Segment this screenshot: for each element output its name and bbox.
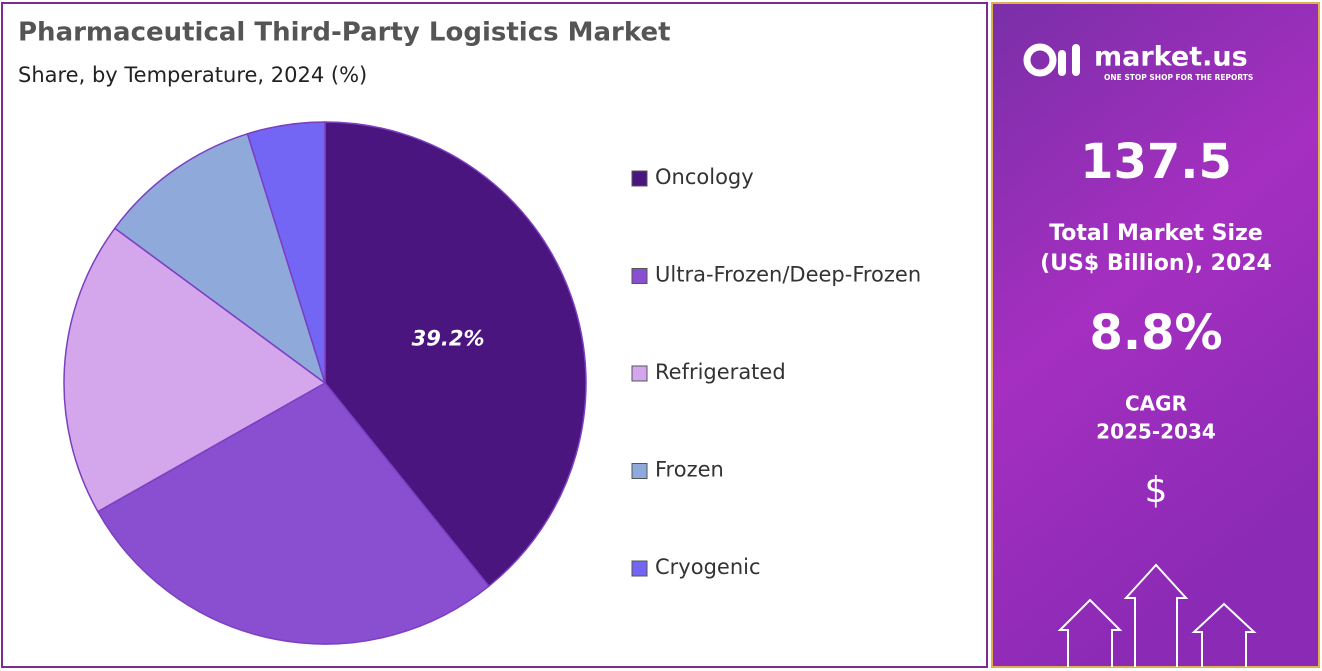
legend-swatch (631, 560, 648, 577)
pie: 39.2% (63, 121, 587, 645)
legend-label: Ultra-Frozen/Deep-Frozen (655, 263, 921, 287)
chart-title: Pharmaceutical Third-Party Logistics Mar… (18, 18, 671, 48)
pie-slice (63, 227, 327, 513)
logo-tagline: ONE STOP SHOP FOR THE REPORTS (1104, 73, 1253, 82)
pie-slice (324, 121, 587, 588)
logo-icon (1023, 43, 1080, 77)
legend-label: Oncology (655, 165, 754, 189)
chart-subtitle: Share, by Temperature, 2024 (%) (18, 63, 367, 87)
legend-label: Cryogenic (655, 555, 761, 579)
legend-swatch (631, 268, 648, 284)
legend-swatch (631, 463, 648, 479)
cagr-label: CAGR (1125, 392, 1187, 416)
market-size-label: Total Market Size (1049, 221, 1263, 246)
market-size-label: (US$ Billion), 2024 (1040, 251, 1272, 276)
pie-slice (96, 382, 490, 645)
pie-slice (246, 121, 326, 384)
legend-swatch (631, 365, 648, 382)
legend: Oncology Ultra-Frozen/Deep-Frozen Refriger… (631, 165, 921, 579)
logo-text: market.us (1094, 42, 1248, 73)
legend-label: Frozen (655, 458, 724, 482)
currency-icon: $ (1145, 470, 1168, 511)
cagr-label: 2025-2034 (1096, 420, 1216, 444)
pie-slice (113, 132, 327, 385)
data-label: 39.2% (412, 327, 485, 351)
cagr: 8.8% (1089, 305, 1222, 361)
market-size: 137.5 (1080, 134, 1232, 190)
sidebar (991, 2, 1320, 668)
arrows-icon (1057, 563, 1257, 667)
legend-label: Refrigerated (655, 360, 786, 384)
legend-swatch (631, 170, 648, 187)
